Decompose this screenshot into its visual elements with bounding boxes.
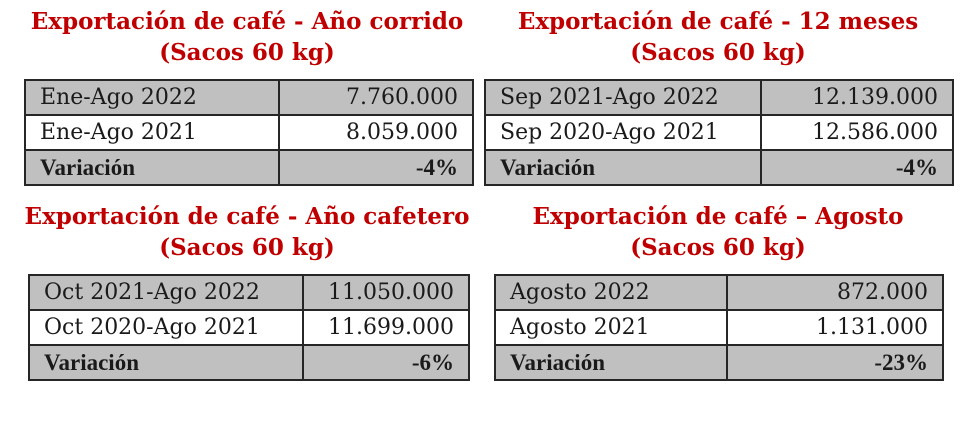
variation-row: Variación -6% <box>28 344 470 381</box>
title-line-2: (Sacos 60 kg) <box>630 39 806 66</box>
title-line-2: (Sacos 60 kg) <box>630 234 806 261</box>
variation-row: Variación -4% <box>484 149 954 186</box>
table-row: Oct 2020-Ago 2021 11.699.000 <box>28 309 470 346</box>
row-label: Sep 2021-Ago 2022 <box>484 79 762 116</box>
table-row: Agosto 2021 1.131.000 <box>494 309 944 346</box>
table-title-agosto: Exportación de café – Agosto (Sacos 60 k… <box>494 201 942 263</box>
variation-label: Variación <box>24 149 280 186</box>
row-value: 1.131.000 <box>726 309 944 346</box>
title-line-1: Exportación de café - Año cafetero <box>24 203 470 230</box>
table-row: Oct 2021-Ago 2022 11.050.000 <box>28 274 470 311</box>
table-row: Sep 2020-Ago 2021 12.586.000 <box>484 114 954 151</box>
row-value: 11.699.000 <box>302 309 470 346</box>
table-ano-corrido: Ene-Ago 2022 7.760.000 Ene-Ago 2021 8.05… <box>24 79 474 186</box>
variation-row: Variación -23% <box>494 344 944 381</box>
variation-value: -23% <box>726 344 944 381</box>
variation-row: Variación -4% <box>24 149 474 186</box>
table-row: Ene-Ago 2022 7.760.000 <box>24 79 474 116</box>
row-value: 872.000 <box>726 274 944 311</box>
title-line-2: (Sacos 60 kg) <box>159 234 335 261</box>
row-value: 11.050.000 <box>302 274 470 311</box>
row-label: Ene-Ago 2021 <box>24 114 280 151</box>
table-title-ano-cafetero: Exportación de café - Año cafetero (Saco… <box>24 201 470 263</box>
row-label: Oct 2020-Ago 2021 <box>28 309 304 346</box>
table-ano-cafetero: Oct 2021-Ago 2022 11.050.000 Oct 2020-Ag… <box>28 274 470 381</box>
table-row: Ene-Ago 2021 8.059.000 <box>24 114 474 151</box>
table-title-ano-corrido: Exportación de café - Año corrido (Sacos… <box>24 6 470 68</box>
title-line-1: Exportación de café - 12 meses <box>517 8 919 35</box>
row-label: Agosto 2022 <box>494 274 728 311</box>
variation-value: -4% <box>760 149 954 186</box>
variation-value: -6% <box>302 344 470 381</box>
title-line-1: Exportación de café - Año corrido <box>30 8 464 35</box>
row-value: 7.760.000 <box>278 79 474 116</box>
table-row: Agosto 2022 872.000 <box>494 274 944 311</box>
title-line-1: Exportación de café – Agosto <box>532 203 904 230</box>
title-line-2: (Sacos 60 kg) <box>159 39 335 66</box>
row-label: Sep 2020-Ago 2021 <box>484 114 762 151</box>
row-value: 8.059.000 <box>278 114 474 151</box>
row-value: 12.139.000 <box>760 79 954 116</box>
variation-label: Variación <box>484 149 762 186</box>
table-12-meses: Sep 2021-Ago 2022 12.139.000 Sep 2020-Ag… <box>484 79 954 186</box>
variation-label: Variación <box>28 344 304 381</box>
table-row: Sep 2021-Ago 2022 12.139.000 <box>484 79 954 116</box>
row-label: Oct 2021-Ago 2022 <box>28 274 304 311</box>
table-agosto: Agosto 2022 872.000 Agosto 2021 1.131.00… <box>494 274 944 381</box>
table-title-12-meses: Exportación de café - 12 meses (Sacos 60… <box>486 6 950 68</box>
variation-value: -4% <box>278 149 474 186</box>
row-value: 12.586.000 <box>760 114 954 151</box>
row-label: Agosto 2021 <box>494 309 728 346</box>
row-label: Ene-Ago 2022 <box>24 79 280 116</box>
variation-label: Variación <box>494 344 728 381</box>
